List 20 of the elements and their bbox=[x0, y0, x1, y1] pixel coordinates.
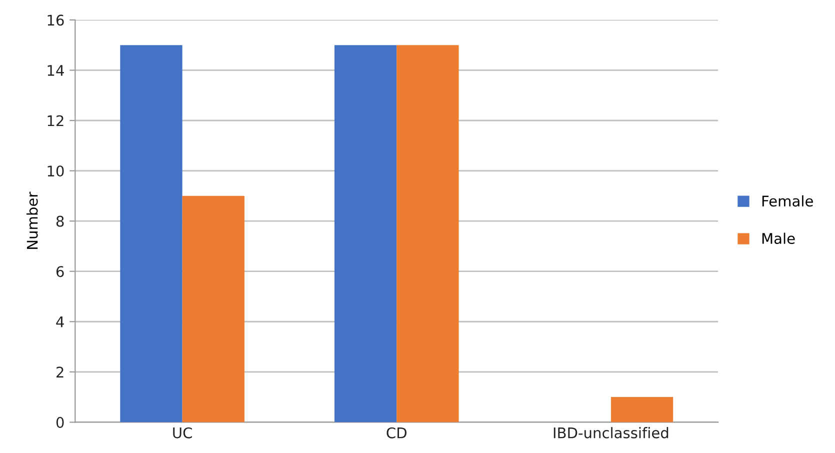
bar bbox=[396, 45, 459, 422]
y-tick-label: 14 bbox=[48, 65, 64, 76]
x-tick-label: UC bbox=[173, 427, 192, 438]
y-tick-label: 6 bbox=[56, 266, 64, 278]
y-tick-label: 4 bbox=[56, 316, 64, 328]
x-tick-label: CD bbox=[386, 427, 406, 438]
y-tick-label: 8 bbox=[56, 216, 64, 227]
y-tick-label: 10 bbox=[48, 166, 64, 177]
y-tick-label: 2 bbox=[56, 366, 64, 378]
bar bbox=[610, 397, 674, 422]
bar bbox=[334, 45, 397, 422]
y-tick-label: 0 bbox=[56, 416, 64, 428]
y-tick-label: 16 bbox=[48, 14, 64, 26]
y-axis-title: Number bbox=[26, 192, 38, 249]
legend-label: Female bbox=[762, 195, 813, 207]
bar bbox=[182, 196, 244, 422]
bar bbox=[120, 45, 182, 422]
y-tick-label: 12 bbox=[48, 115, 64, 126]
legend-label: Male bbox=[762, 232, 795, 244]
x-tick-label: IBD-unclassified bbox=[554, 427, 668, 438]
